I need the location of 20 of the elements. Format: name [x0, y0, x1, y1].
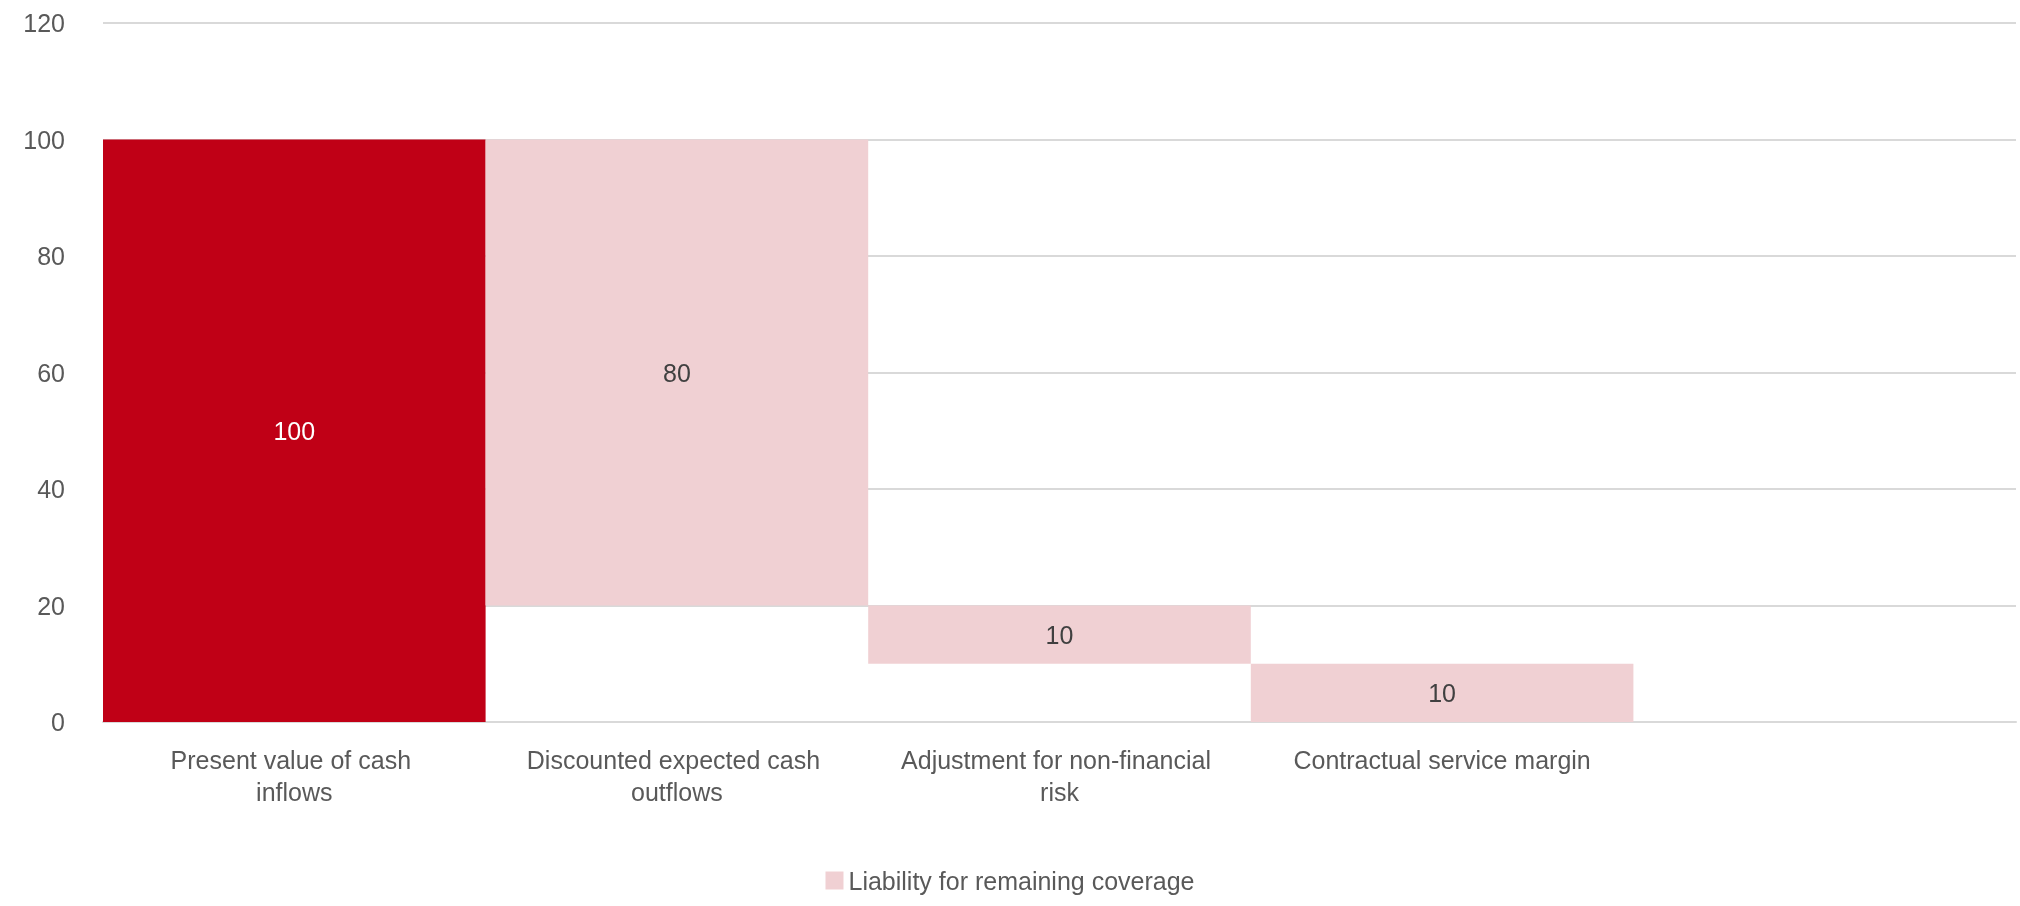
x-tick-label: Contractual service margin: [1293, 746, 1591, 774]
y-tick-label: 120: [23, 9, 65, 37]
y-tick-label: 20: [37, 591, 65, 620]
bar: [485, 139, 869, 606]
y-tick-label: 80: [37, 242, 65, 270]
x-tick-label: Present value of cash inflows: [170, 746, 418, 806]
legend-label: Liability for remaining coverage: [848, 866, 1195, 895]
data-label: 10: [1428, 678, 1457, 707]
x-tick-label: Discounted expected cash outflows: [526, 746, 827, 806]
y-tick-label: 40: [37, 475, 65, 503]
data-label: 80: [662, 358, 691, 387]
data-label: 100: [273, 416, 316, 445]
y-tick-label: 0: [51, 708, 65, 736]
y-tick-label: 60: [37, 358, 65, 387]
y-tick-label: 100: [23, 125, 65, 154]
bar: [868, 605, 1251, 664]
bar: [103, 139, 486, 722]
data-label: 10: [1045, 620, 1074, 649]
bar: [1250, 663, 1634, 722]
x-tick-label: Adjustment for non-financial risk: [901, 746, 1218, 806]
